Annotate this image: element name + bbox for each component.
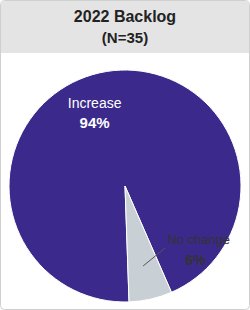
title: 2022 Backlog <box>74 8 176 25</box>
frame <box>1 1 250 310</box>
slice-label: Increase <box>68 95 122 111</box>
chart: 2022 Backlog (N=35) Increase 94% No change 6% <box>0 0 250 310</box>
leader-line <box>143 248 165 266</box>
subtitle: (N=35) <box>102 29 148 46</box>
header-band <box>1 1 249 53</box>
pie <box>9 70 241 302</box>
slice <box>125 186 171 302</box>
labels: Increase 94% No change 6% <box>68 95 230 268</box>
data-label: 6% <box>185 252 206 268</box>
slice-label: No change <box>167 232 230 247</box>
slice <box>9 70 241 302</box>
data-label: 94% <box>80 114 110 131</box>
